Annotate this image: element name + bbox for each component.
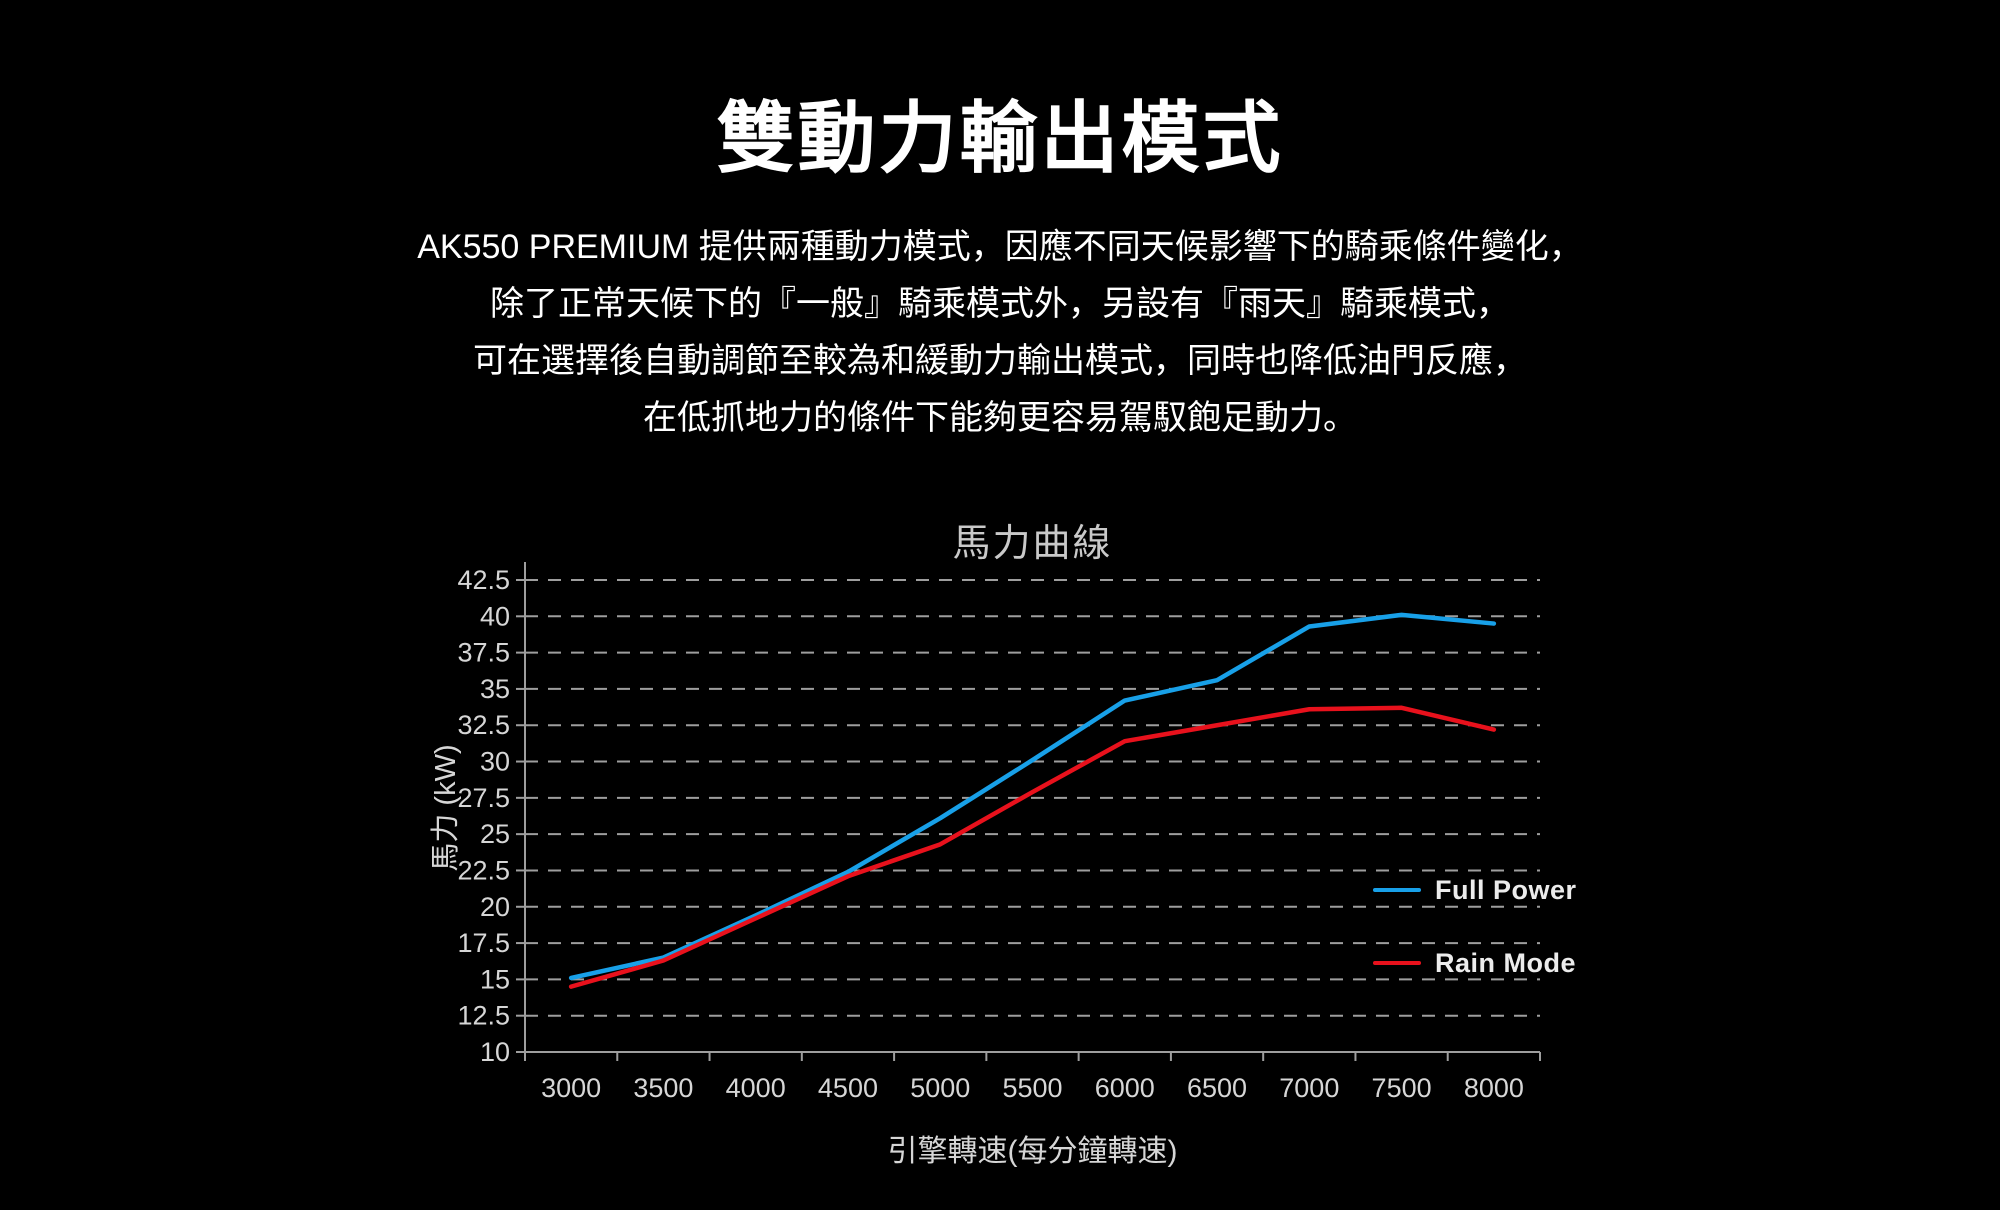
x-axis-title: 引擎轉速(每分鐘轉速)	[887, 1135, 1178, 1168]
x-tick-label: 3500	[633, 1073, 693, 1103]
y-tick-label: 17.5	[457, 928, 510, 958]
rain-mode-legend-label: Rain Mode	[1435, 947, 1577, 978]
rain-mode-curve	[568, 705, 1497, 989]
x-tick-label: 3000	[541, 1073, 601, 1103]
x-tick-label: 7500	[1372, 1073, 1432, 1103]
full-power-line-swatch	[1373, 888, 1421, 892]
intro-line-3: 可在選擇後自動調節至較為和緩動力輸出模式，同時也降低油門反應，	[473, 342, 1527, 380]
x-tick-label: 8000	[1464, 1073, 1524, 1103]
y-tick-label: 10	[480, 1037, 510, 1067]
chart-legend: Full Power Rain Mode	[1373, 874, 1577, 979]
x-tick-label: 7000	[1279, 1073, 1339, 1103]
y-tick-label: 22.5	[457, 855, 510, 885]
y-tick-label: 20	[480, 892, 510, 922]
rain-mode-line-swatch	[1373, 961, 1421, 965]
y-tick-label: 15	[480, 964, 510, 994]
intro-line-1: AK550 PREMIUM 提供兩種動力模式，因應不同天候影響下的騎乘條件變化，	[417, 228, 1583, 266]
x-tick-label: 6500	[1187, 1073, 1247, 1103]
y-tick-label: 27.5	[457, 783, 510, 813]
chart-title: 馬力曲線	[952, 523, 1113, 565]
x-tick-label: 4000	[726, 1073, 786, 1103]
intro-line-4: 在低抓地力的條件下能夠更容易駕馭飽足動力。	[643, 399, 1357, 437]
full-power-legend-label: Full Power	[1435, 874, 1577, 905]
y-tick-label: 32.5	[457, 710, 510, 740]
full-power-curve	[568, 612, 1497, 981]
y-tick-label: 40	[480, 601, 510, 631]
y-tick-label: 37.5	[457, 638, 510, 668]
y-tick-label: 25	[480, 819, 510, 849]
x-tick-label: 5500	[1002, 1073, 1062, 1103]
legend-item-rain-mode: Rain Mode	[1373, 947, 1577, 979]
x-tick-label: 4500	[818, 1073, 878, 1103]
x-tick-label: 5000	[910, 1073, 970, 1103]
y-tick-label: 35	[480, 674, 510, 704]
intro-paragraph: AK550 PREMIUM 提供兩種動力模式，因應不同天候影響下的騎乘條件變化，…	[0, 219, 2000, 447]
y-tick-label: 12.5	[457, 1001, 510, 1031]
y-tick-label: 30	[480, 747, 510, 777]
page-title: 雙動力輸出模式	[716, 94, 1284, 182]
intro-line-2: 除了正常天候下的『一般』騎乘模式外，另設有『雨天』騎乘模式，	[490, 285, 1510, 323]
legend-item-full-power: Full Power	[1373, 874, 1577, 906]
y-tick-label: 42.5	[457, 565, 510, 595]
x-tick-label: 6000	[1095, 1073, 1155, 1103]
